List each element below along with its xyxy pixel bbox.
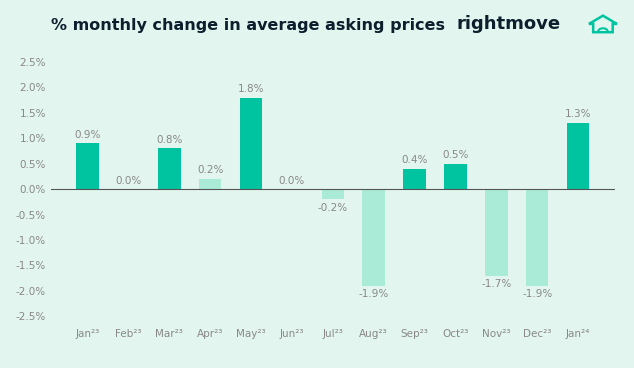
- Text: -1.9%: -1.9%: [522, 289, 552, 299]
- Text: 1.8%: 1.8%: [238, 84, 264, 94]
- Bar: [485, 189, 508, 276]
- Text: -1.9%: -1.9%: [359, 289, 389, 299]
- Bar: [526, 189, 548, 286]
- Text: -1.7%: -1.7%: [481, 279, 512, 289]
- Text: 0.0%: 0.0%: [115, 176, 141, 185]
- Bar: [403, 169, 426, 189]
- Text: % monthly change in average asking prices: % monthly change in average asking price…: [51, 18, 444, 33]
- Bar: [158, 148, 181, 189]
- Bar: [363, 189, 385, 286]
- Text: rightmove: rightmove: [456, 15, 560, 33]
- Text: 0.2%: 0.2%: [197, 165, 223, 176]
- Bar: [76, 143, 99, 189]
- Text: 1.3%: 1.3%: [565, 109, 592, 120]
- Bar: [567, 123, 590, 189]
- Text: 0.8%: 0.8%: [156, 135, 183, 145]
- Text: 0.0%: 0.0%: [279, 176, 305, 185]
- Bar: [321, 189, 344, 199]
- Bar: [240, 98, 262, 189]
- Bar: [444, 164, 467, 189]
- Bar: [199, 179, 221, 189]
- Text: -0.2%: -0.2%: [318, 203, 348, 213]
- Text: 0.5%: 0.5%: [443, 150, 469, 160]
- Text: 0.4%: 0.4%: [401, 155, 428, 165]
- Text: 0.9%: 0.9%: [74, 130, 101, 140]
